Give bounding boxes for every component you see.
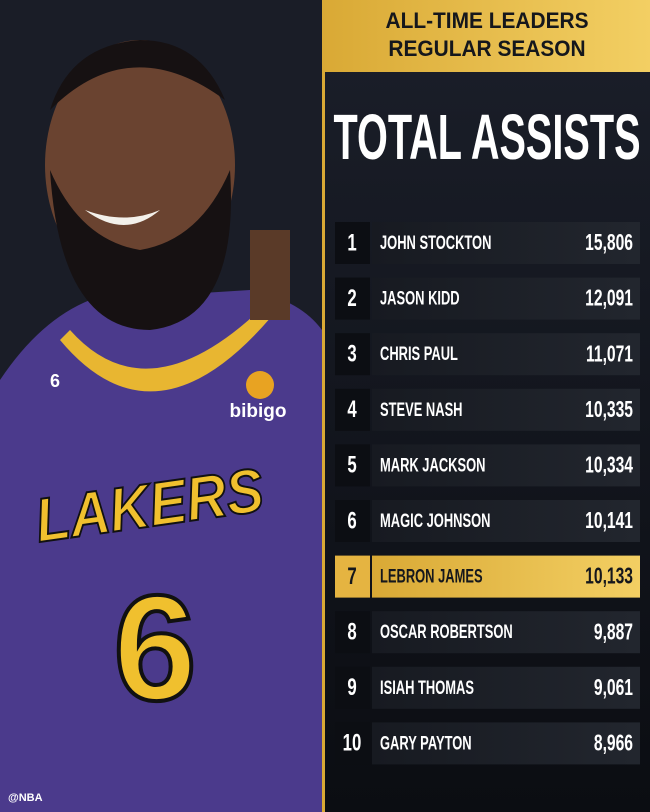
rank: 6 xyxy=(347,507,356,534)
title: TOTAL ASSISTS xyxy=(333,102,640,173)
rank-group: 10 xyxy=(343,730,362,757)
name-cell xyxy=(372,666,640,709)
player-name: ISIAH THOMAS xyxy=(380,677,474,698)
rank-group: 8 xyxy=(347,619,356,646)
header-line2: REGULAR SEASON xyxy=(388,36,585,61)
assist-total: 9,887 xyxy=(594,619,633,645)
assist-total-group: 10,334 xyxy=(585,453,633,479)
assist-total: 10,335 xyxy=(585,397,633,423)
rank-cell xyxy=(335,222,370,264)
assist-total-group: 11,071 xyxy=(586,341,633,367)
header-line2-group: REGULAR SEASON xyxy=(388,36,585,61)
name-cell xyxy=(372,555,640,598)
rank-cell xyxy=(335,666,370,709)
rank-cell xyxy=(335,722,370,765)
rank-cell xyxy=(335,388,370,431)
rank-group: 3 xyxy=(347,341,356,368)
player-name: JOHN STOCKTON xyxy=(380,233,491,254)
player-name: LEBRON JAMES xyxy=(380,566,483,587)
name-cell xyxy=(372,611,640,654)
assist-total-group: 9,887 xyxy=(594,619,633,645)
player-name-group: JASON KIDD xyxy=(380,288,460,309)
assist-total: 10,141 xyxy=(585,508,633,534)
rank-group: 7 xyxy=(347,563,356,590)
player-name-group: MARK JACKSON xyxy=(380,455,485,476)
rank: 1 xyxy=(347,229,356,256)
player-name: OSCAR ROBERTSON xyxy=(380,622,513,643)
rank: 7 xyxy=(347,563,356,590)
player-name-group: ISIAH THOMAS xyxy=(380,677,474,698)
rank: 9 xyxy=(347,674,356,701)
rank: 10 xyxy=(343,730,362,757)
name-cell xyxy=(372,722,640,765)
assist-total: 10,334 xyxy=(585,453,633,479)
assist-total-group: 15,806 xyxy=(585,230,633,256)
assist-total: 8,966 xyxy=(594,731,633,757)
rank-group: 1 xyxy=(347,229,356,256)
rank: 4 xyxy=(347,396,357,423)
rank: 5 xyxy=(347,452,356,479)
player-name-group: LEBRON JAMES xyxy=(380,566,483,587)
player-name-group: JOHN STOCKTON xyxy=(380,233,491,254)
player-name-group: STEVE NASH xyxy=(380,399,463,420)
header-band xyxy=(322,0,650,72)
assist-total: 9,061 xyxy=(594,675,633,701)
header-line1: ALL-TIME LEADERS xyxy=(385,8,588,33)
player-name-group: MAGIC JOHNSON xyxy=(380,511,490,532)
rank-group: 4 xyxy=(347,396,357,423)
name-cell xyxy=(372,277,640,320)
jersey-number: 6 xyxy=(113,564,196,732)
rank-cell xyxy=(335,555,370,598)
rank-group: 5 xyxy=(347,452,356,479)
credit: @NBA xyxy=(8,792,43,804)
player-name-group: OSCAR ROBERTSON xyxy=(380,622,513,643)
assist-total: 12,091 xyxy=(585,286,633,312)
assist-total-group: 10,133 xyxy=(585,564,633,590)
rank-cell xyxy=(335,500,370,542)
player-name: JASON KIDD xyxy=(380,288,460,309)
assist-total: 15,806 xyxy=(585,230,633,256)
header-line1-group: ALL-TIME LEADERS xyxy=(385,8,588,33)
assist-total-group: 8,966 xyxy=(594,731,633,757)
name-cell xyxy=(372,388,640,431)
assist-total-group: 10,335 xyxy=(585,397,633,423)
player-name: STEVE NASH xyxy=(380,399,463,420)
title-group: TOTAL ASSISTS xyxy=(333,102,640,173)
assist-total-group: 12,091 xyxy=(585,286,633,312)
player-name: CHRIS PAUL xyxy=(380,344,458,365)
assist-total-group: 9,061 xyxy=(594,675,633,701)
player-name: MAGIC JOHNSON xyxy=(380,511,490,532)
shoulder-number: 6 xyxy=(50,371,60,391)
rank-cell xyxy=(335,277,370,320)
rank-cell xyxy=(335,611,370,654)
rank-group: 9 xyxy=(347,674,356,701)
photo: LAKERS 6 6 bibigo @NBA xyxy=(0,0,322,812)
rank-cell xyxy=(335,444,370,487)
player-name-group: GARY PAYTON xyxy=(380,733,472,754)
name-cell xyxy=(372,333,640,376)
rank-cell xyxy=(335,333,370,376)
rank: 8 xyxy=(347,619,356,646)
name-cell xyxy=(372,222,640,264)
assist-total: 11,071 xyxy=(586,341,633,367)
player-name: GARY PAYTON xyxy=(380,733,472,754)
rank-group: 6 xyxy=(347,507,356,534)
sponsor: bibigo xyxy=(230,401,287,422)
rank: 3 xyxy=(347,341,356,368)
player-name: MARK JACKSON xyxy=(380,455,485,476)
name-cell xyxy=(372,444,640,487)
assist-total-group: 10,141 xyxy=(585,508,633,534)
rank-group: 2 xyxy=(347,285,356,312)
rank: 2 xyxy=(347,285,356,312)
name-cell xyxy=(372,500,640,542)
assist-total: 10,133 xyxy=(585,564,633,590)
divider xyxy=(322,0,325,812)
player-name-group: CHRIS PAUL xyxy=(380,344,458,365)
